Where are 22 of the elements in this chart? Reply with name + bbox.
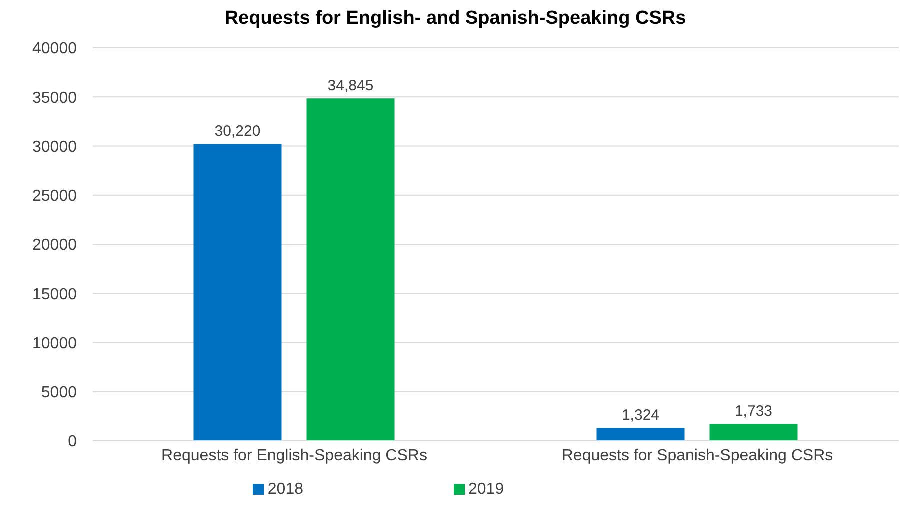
legend-label: 2019: [468, 481, 504, 498]
y-tick-label: 10000: [32, 335, 78, 352]
data-label: 1,733: [734, 402, 773, 420]
y-tick-label: 35000: [32, 90, 78, 107]
legend-label: 2018: [268, 481, 304, 498]
bar: [596, 428, 685, 441]
x-tick-label: Requests for Spanish-Speaking CSRs: [562, 447, 834, 464]
y-tick-label: 30000: [32, 138, 78, 156]
y-tick-label: 40000: [32, 40, 78, 58]
bar: [710, 424, 798, 441]
y-tick-label: 20000: [32, 237, 78, 254]
data-label: 34,845: [328, 78, 374, 95]
bar: [194, 144, 282, 441]
y-tick-label: 0: [68, 434, 78, 451]
y-tick-label: 25000: [32, 188, 78, 206]
data-label: 30,220: [214, 123, 261, 140]
y-tick-label: 15000: [32, 286, 78, 304]
chart-title: Requests for English- and Spanish-Speaking CSRs: [224, 8, 688, 31]
bar: [306, 98, 395, 441]
x-tick-label: Requests for English-Speaking CSRs: [162, 447, 428, 464]
y-tick-label: 5000: [41, 384, 78, 402]
data-label: 1,324: [622, 406, 660, 424]
